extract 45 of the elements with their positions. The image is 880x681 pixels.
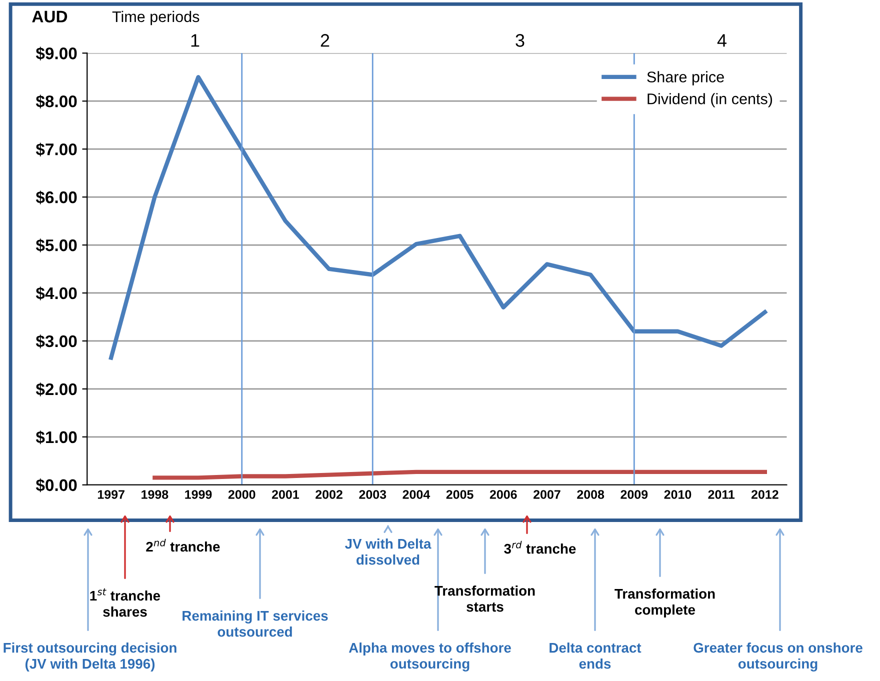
y-tick-label: $6.00 <box>36 190 77 204</box>
text: Greater focus on onshore outsourcing <box>694 642 862 672</box>
text: 2 <box>320 34 330 47</box>
text: Transformation complete <box>614 588 715 618</box>
text: Alpha moves to offshore outsourcing <box>348 642 511 672</box>
text: 4 <box>717 34 726 47</box>
y-tick-label: $9.00 <box>36 46 77 60</box>
legend-label: Dividend (in cents) <box>648 93 772 108</box>
x-tick-label: 1998 <box>142 490 168 499</box>
x-tick-label: 2005 <box>446 490 474 499</box>
y-tick-label: $3.00 <box>36 334 77 348</box>
y-tick-label: $4.00 <box>36 286 77 300</box>
x-tick-label: 2000 <box>228 490 256 499</box>
x-tick-label: 2006 <box>490 490 517 499</box>
text: 3 <box>516 34 524 47</box>
y-tick-label: $1.00 <box>36 430 77 444</box>
text: Time periods <box>112 10 200 26</box>
text: 1$^{st}$ tranche shares <box>90 588 160 617</box>
x-tick-label: 1999 <box>185 490 212 499</box>
text: 3$^{rd}$ tranche <box>504 540 576 554</box>
x-tick-label: 2002 <box>316 490 342 499</box>
text: JV with Delta dissolved <box>344 538 432 565</box>
y-tick-label: $0.00 <box>36 478 77 492</box>
text: Delta contract ends <box>550 642 642 669</box>
text: Transformation starts <box>434 586 535 612</box>
x-tick-label: 2004 <box>402 490 430 499</box>
legend-label: Share price <box>647 71 724 86</box>
text: First outsourcing decision (JV with Delta 1996) <box>4 642 176 672</box>
x-tick-label: 2012 <box>751 490 778 499</box>
text: 2$^{nd}$ tranche <box>146 538 220 552</box>
y-tick-label: $2.00 <box>36 382 77 396</box>
x-tick-label: 2011 <box>708 490 735 499</box>
x-tick-label: 2001 <box>272 490 300 499</box>
y-tick-label: $7.00 <box>36 142 77 156</box>
x-tick-label: 2007 <box>534 490 560 499</box>
x-tick-label: 2010 <box>664 490 692 499</box>
text: Remaining IT services outsourced <box>182 610 328 637</box>
y-tick-label: $8.00 <box>36 94 77 108</box>
text: 1 <box>191 34 200 47</box>
y-tick-label: $5.00 <box>36 238 77 252</box>
x-tick-label: 2008 <box>577 490 604 499</box>
x-tick-label: 1997 <box>98 490 124 499</box>
y-axis-title: AUD <box>32 10 68 22</box>
x-tick-label: 2009 <box>620 490 648 499</box>
x-tick-label: 2003 <box>359 490 386 499</box>
